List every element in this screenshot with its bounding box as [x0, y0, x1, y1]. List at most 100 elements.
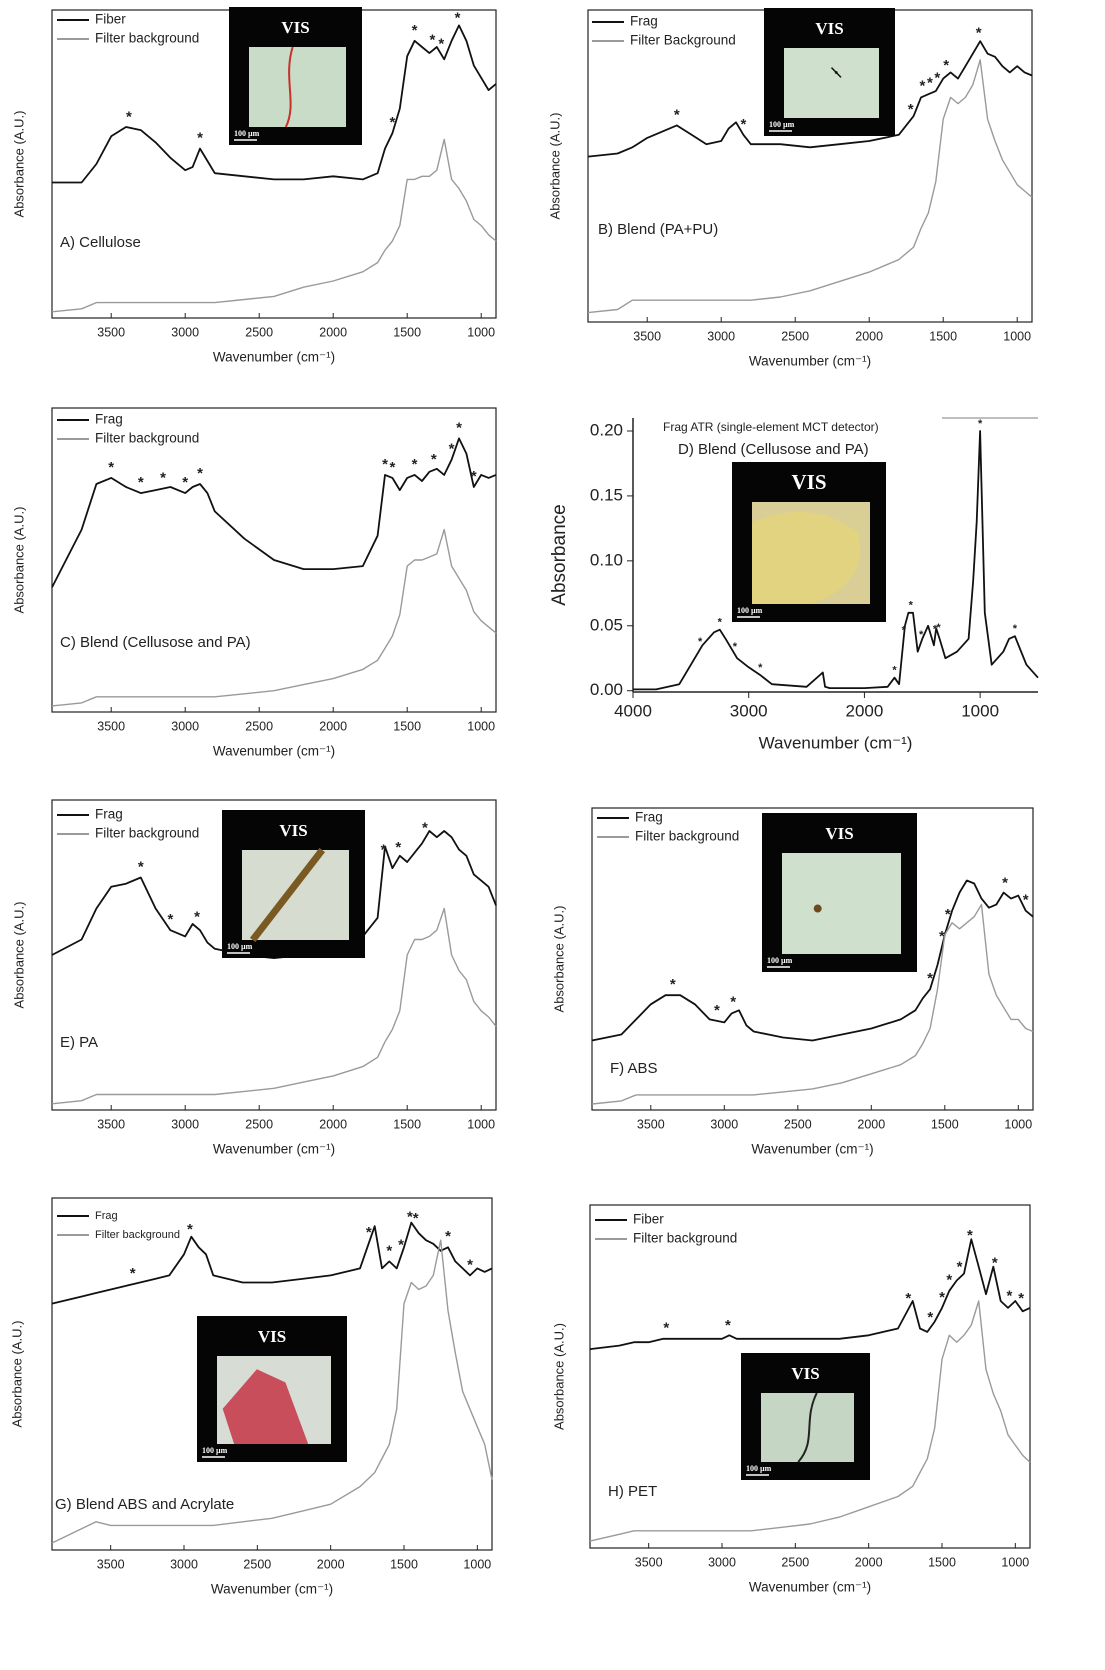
x-axis-label: Wavenumber (cm⁻¹) [749, 1580, 871, 1595]
y-tick-label: 0.20 [590, 420, 623, 439]
plot-frame [589, 1204, 1031, 1549]
x-tick-label: 3000 [707, 329, 735, 343]
y-tick-label: 0.10 [590, 550, 623, 569]
y-axis-label: Absorbance (A.U.) [547, 113, 562, 220]
inset-title: VIS [281, 18, 309, 37]
peak-marker: * [422, 819, 428, 836]
y-axis-label: Absorbance [549, 504, 570, 605]
y-tick-label: 0.00 [590, 680, 623, 699]
x-tick-label: 2000 [317, 1557, 345, 1571]
scale-bar-label: 100 µm [234, 129, 260, 138]
x-tick-label: 1500 [931, 1117, 959, 1131]
spectrum-line [51, 1239, 493, 1544]
panel-label: B) Blend (PA+PU) [598, 221, 718, 238]
inset-image [782, 853, 901, 954]
x-tick-label: 2500 [784, 1117, 812, 1131]
sample [797, 1392, 818, 1463]
legend-label: Filter background [95, 31, 199, 46]
spectrum-line [51, 1221, 493, 1305]
panel: 3500 3000 2500 2000 1500 1000 Wavenumber (cm⁻¹… [11, 799, 497, 1157]
peak-marker: * [1002, 875, 1008, 892]
x-tick-label: 2000 [855, 1555, 883, 1569]
legend-label: Frag [635, 810, 663, 825]
y-tick-label: 0.05 [590, 615, 623, 634]
x-axis-label: Wavenumber (cm⁻¹) [211, 1582, 333, 1597]
x-tick-label: 3000 [170, 1557, 198, 1571]
inset-title: VIS [791, 470, 826, 494]
inset-title: VIS [258, 1327, 286, 1346]
x-tick-label: 3500 [637, 1117, 665, 1131]
x-tick-label: 2500 [245, 1117, 273, 1131]
x-tick-label: 3000 [708, 1555, 736, 1569]
x-tick-label: 1500 [393, 1117, 421, 1131]
peak-marker: * [927, 1309, 933, 1326]
sample [249, 847, 326, 943]
panel-label: C) Blend (Cellusose and PA) [60, 634, 251, 651]
peak-marker: * [714, 1002, 720, 1019]
x-tick-label: 2500 [243, 1557, 271, 1571]
peak-marker: * [945, 906, 951, 923]
peak-marker: * [957, 1259, 963, 1276]
y-axis-label: Absorbance (A.U.) [11, 111, 26, 218]
peak-marker: * [197, 130, 203, 147]
legend-label: Frag [95, 807, 123, 822]
peak-marker: * [386, 1242, 392, 1259]
peak-marker: * [939, 1289, 945, 1306]
x-axis-label: Wavenumber (cm⁻¹) [213, 744, 335, 759]
peak-marker: * [892, 665, 897, 677]
peak-marker: * [1018, 1290, 1024, 1307]
panel: 3500 3000 2500 2000 1500 1000 Wavenumber (cm⁻¹… [9, 1197, 493, 1597]
peak-marker: * [389, 114, 395, 131]
panel: 3500 3000 2500 2000 1500 1000 Wavenumber (cm⁻¹… [551, 807, 1034, 1157]
peak-marker: * [194, 909, 200, 926]
legend-label: Filter background [635, 829, 739, 844]
spectrum-line [51, 907, 497, 1105]
peak-marker: * [467, 1256, 473, 1273]
peak-marker: * [438, 35, 444, 52]
x-tick-label: 1500 [928, 1555, 956, 1569]
x-tick-label: 3500 [633, 329, 661, 343]
x-tick-label: 2500 [781, 1555, 809, 1569]
spectrum-line [51, 528, 497, 707]
peak-marker: * [902, 624, 907, 636]
panel-label: H) PET [608, 1483, 657, 1500]
legend-label: Filter background [95, 1229, 180, 1241]
x-tick-label: 2000 [319, 1117, 347, 1131]
peak-marker: * [138, 858, 144, 875]
peak-marker: * [167, 911, 173, 928]
plot-frame [51, 407, 497, 713]
panel-label: E) PA [60, 1034, 98, 1051]
peak-marker: * [674, 106, 680, 123]
x-tick-label: 2000 [846, 701, 884, 720]
legend-label: Frag [95, 1210, 118, 1222]
x-tick-label: 2000 [855, 329, 883, 343]
peak-marker: * [197, 465, 203, 482]
panel: 3500 3000 2500 2000 1500 1000 Wavenumber (cm⁻¹… [11, 7, 497, 365]
peak-marker: * [927, 75, 933, 92]
peak-marker: * [455, 9, 461, 26]
x-tick-label: 1500 [393, 325, 421, 339]
x-tick-label: 1000 [1003, 329, 1031, 343]
panel-label: G) Blend ABS and Acrylate [55, 1496, 234, 1513]
inset-title: VIS [825, 824, 853, 843]
x-tick-label: 1000 [961, 701, 999, 720]
x-tick-label: 2000 [319, 719, 347, 733]
inset-image [761, 1393, 854, 1462]
y-tick-label: 0.15 [590, 485, 623, 504]
legend-label: Filter background [633, 1231, 737, 1246]
peak-marker: * [398, 1237, 404, 1254]
peak-marker: * [381, 842, 387, 859]
scale-bar-label: 100 µm [202, 1446, 228, 1455]
peak-marker: * [936, 622, 941, 634]
x-tick-label: 1000 [467, 1117, 495, 1131]
peak-marker: * [456, 419, 462, 436]
peak-marker: * [698, 636, 703, 648]
legend-label: Fiber [95, 12, 126, 27]
x-tick-label: 1000 [463, 1557, 491, 1571]
x-tick-label: 3000 [171, 325, 199, 339]
spectrum-line [587, 40, 1033, 158]
peak-marker: * [160, 470, 166, 487]
panel: 4000 3000 2000 1000 0.00 0.05 0.10 0.15 0.20 Wave… [549, 417, 1039, 752]
arrow [830, 67, 842, 78]
peak-marker: * [939, 928, 945, 945]
